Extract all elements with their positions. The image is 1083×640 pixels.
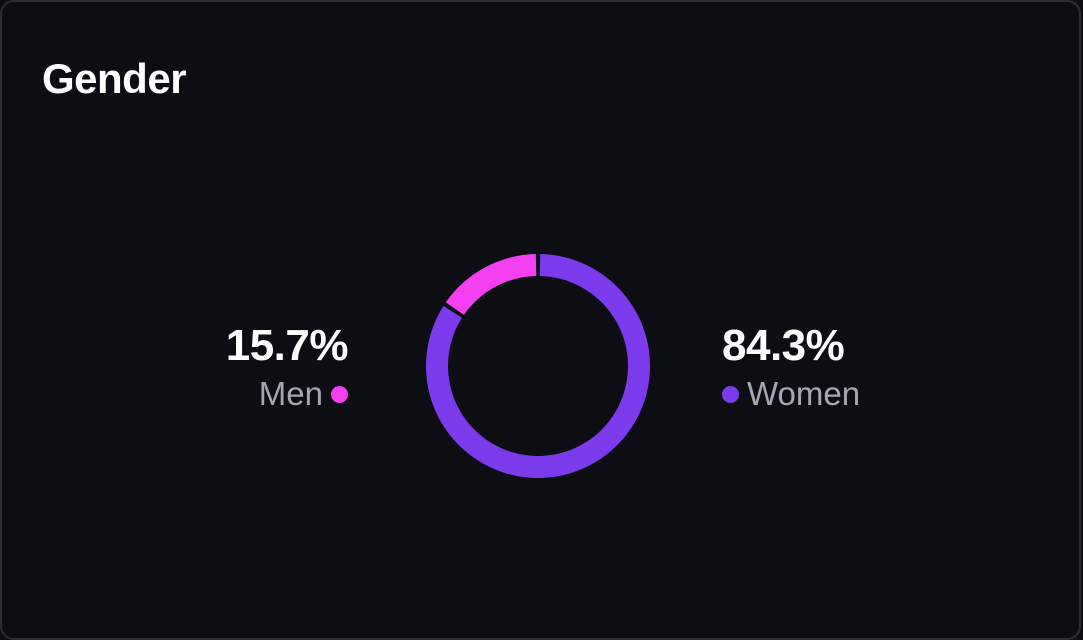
men-percentage: 15.7% [225, 321, 349, 370]
women-percentage: 84.3% [722, 321, 845, 370]
legend-men: 15.7% Men [225, 321, 349, 414]
men-label: Men [258, 375, 323, 412]
gender-donut-chart [426, 254, 650, 478]
women-label: Women [747, 375, 861, 412]
donut-slice-men [445, 254, 537, 315]
women-dot-icon [722, 385, 739, 403]
card-title: Gender [42, 55, 187, 102]
men-dot-icon [331, 385, 348, 403]
legend-women: 84.3% Women [722, 322, 860, 414]
